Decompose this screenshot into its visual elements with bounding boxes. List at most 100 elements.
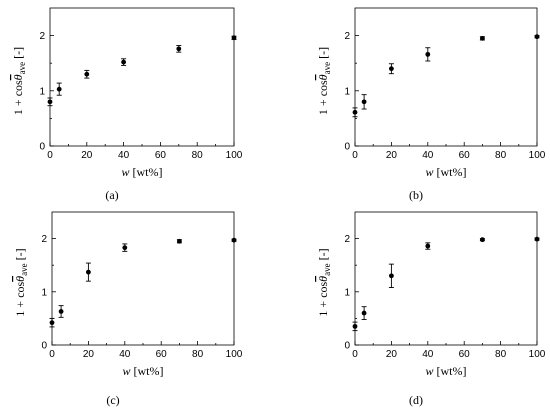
y-tick-label-b: 2: [344, 31, 350, 42]
panel-label-d: (d): [409, 393, 423, 407]
data-point-c: [122, 245, 128, 251]
x-tick-label-b: 80: [495, 150, 507, 161]
panel-label-a: (a): [105, 188, 118, 202]
data-point-b: [361, 99, 367, 105]
y-tick-label-b: 1: [344, 86, 350, 97]
y-axis-label-group-a: 1 + cosθave [-]: [11, 47, 27, 115]
x-tick-label-a: 0: [47, 150, 53, 161]
data-point-d: [361, 310, 367, 316]
panel-d: 0 20 40 60 80 100 0 1 2 w [wt%] 1 + cosθave [-] (d): [316, 211, 546, 407]
y-axis-label-unit-d: [-]: [316, 248, 330, 263]
y-axis-label-c: 1 + cosθave [-]: [13, 248, 29, 316]
x-tick-label-d: 20: [386, 349, 398, 360]
y-axis-label-group-c: 1 + cosθave [-]: [13, 248, 29, 316]
data-point-a: [176, 46, 182, 52]
y-tick-label-d: 1: [344, 287, 350, 298]
y-tick-label-c: 0: [41, 341, 47, 352]
y-axis-label-symbol-c: θ: [13, 276, 27, 282]
panel-label-c: (c): [106, 393, 119, 407]
x-tick-label-d: 40: [422, 349, 434, 360]
plot-frame-b: [354, 7, 538, 147]
x-tick-label-c: 100: [226, 349, 243, 360]
x-tick-label-d: 100: [529, 349, 546, 360]
plot-frame-d: [354, 211, 538, 346]
x-tick-label-a: 20: [81, 150, 93, 161]
data-point-d: [480, 237, 485, 243]
data-point-b: [389, 66, 394, 72]
y-axis-label-symbol-d: θ: [316, 276, 330, 282]
x-tick-label-b: 40: [422, 150, 434, 161]
x-tick-label-b: 20: [386, 150, 398, 161]
data-point-b: [534, 34, 540, 40]
plot-frame-a: [49, 7, 235, 147]
x-axis-variable-b: w: [425, 165, 433, 179]
y-tick-label-a: 0: [39, 142, 45, 153]
y-axis-label-group-b: 1 + cosθave [-]: [316, 47, 332, 115]
x-tick-label-c: 20: [83, 349, 95, 360]
y-tick-label-d: 0: [344, 341, 350, 352]
data-point-a: [121, 59, 126, 65]
x-axis-label-b: w [wt%]: [425, 165, 466, 179]
x-tick-label-a: 60: [155, 150, 167, 161]
y-axis-label-unit-b: [-]: [316, 47, 330, 62]
x-axis-variable-a: w: [121, 165, 129, 179]
y-tick-label-a: 2: [39, 31, 45, 42]
x-tick-label-b: 100: [529, 150, 546, 161]
y-axis-label-subscript-c: ave: [19, 263, 29, 276]
data-point-d: [389, 273, 394, 279]
y-tick-label-a: 1: [39, 86, 45, 97]
x-axis-unit-c: [wt%]: [131, 364, 164, 378]
y-axis-label-b: 1 + cosθave [-]: [316, 47, 332, 115]
x-tick-label-c: 60: [156, 349, 168, 360]
data-point-b: [352, 109, 358, 115]
x-axis-variable-d: w: [425, 364, 433, 378]
y-axis-label-d: 1 + cosθave [-]: [316, 248, 332, 316]
data-point-c: [58, 309, 64, 314]
y-axis-label-base-c: 1 + cos: [13, 281, 27, 316]
y-axis-label-unit-a: [-]: [11, 47, 25, 62]
y-axis-label-group-d: 1 + cosθave [-]: [316, 248, 332, 316]
data-point-b: [480, 35, 485, 41]
x-axis-label-a: w [wt%]: [121, 165, 162, 179]
data-point-c: [49, 320, 55, 326]
y-tick-label-c: 2: [41, 234, 47, 245]
panel-a: 0 20 40 60 80 100 0 1 2 w [wt%] 1 + cosθave [-] (a): [11, 7, 243, 202]
y-axis-label-subscript-a: ave: [17, 62, 27, 75]
y-axis-label-base-a: 1 + cos: [11, 80, 25, 115]
x-tick-label-d: 60: [459, 349, 471, 360]
x-tick-label-c: 80: [192, 349, 204, 360]
x-tick-label-d: 0: [352, 349, 358, 360]
x-tick-label-b: 60: [459, 150, 471, 161]
y-axis-label-subscript-d: ave: [322, 263, 332, 276]
y-axis-label-unit-c: [-]: [13, 248, 27, 263]
y-axis-label-subscript-b: ave: [322, 62, 332, 75]
y-tick-label-d: 2: [344, 234, 350, 245]
y-axis-label-a: 1 + cosθave [-]: [11, 47, 27, 115]
x-axis-unit-b: [wt%]: [434, 165, 467, 179]
x-tick-label-c: 0: [49, 349, 55, 360]
y-axis-label-base-b: 1 + cos: [316, 80, 330, 115]
y-axis-label-base-d: 1 + cos: [316, 281, 330, 316]
x-tick-label-d: 80: [495, 349, 507, 360]
data-point-a: [47, 99, 53, 105]
y-tick-label-b: 0: [344, 142, 350, 153]
x-tick-label-c: 40: [119, 349, 131, 360]
x-tick-label-a: 100: [226, 150, 243, 161]
panel-c: 0 20 40 60 80 100 0 1 2 w [wt%] 1 + cosθave [-] (c): [13, 211, 243, 407]
panel-b: 0 20 40 60 80 100 0 1 2 w [wt%] 1 + cosθave [-] (b): [316, 7, 546, 202]
x-axis-unit-a: [wt%]: [130, 165, 163, 179]
y-tick-label-c: 1: [41, 287, 47, 298]
x-axis-label-c: w [wt%]: [122, 364, 163, 378]
data-point-d: [352, 323, 358, 329]
x-tick-label-b: 0: [352, 150, 358, 161]
data-point-a: [56, 86, 62, 92]
data-point-c: [86, 269, 91, 275]
panel-label-b: (b): [409, 188, 423, 202]
data-point-a: [231, 35, 237, 41]
data-point-d: [425, 243, 431, 249]
x-axis-label-d: w [wt%]: [425, 364, 466, 378]
data-point-a: [84, 71, 90, 77]
plot-frame-c: [51, 211, 235, 346]
x-axis-variable-c: w: [122, 364, 130, 378]
